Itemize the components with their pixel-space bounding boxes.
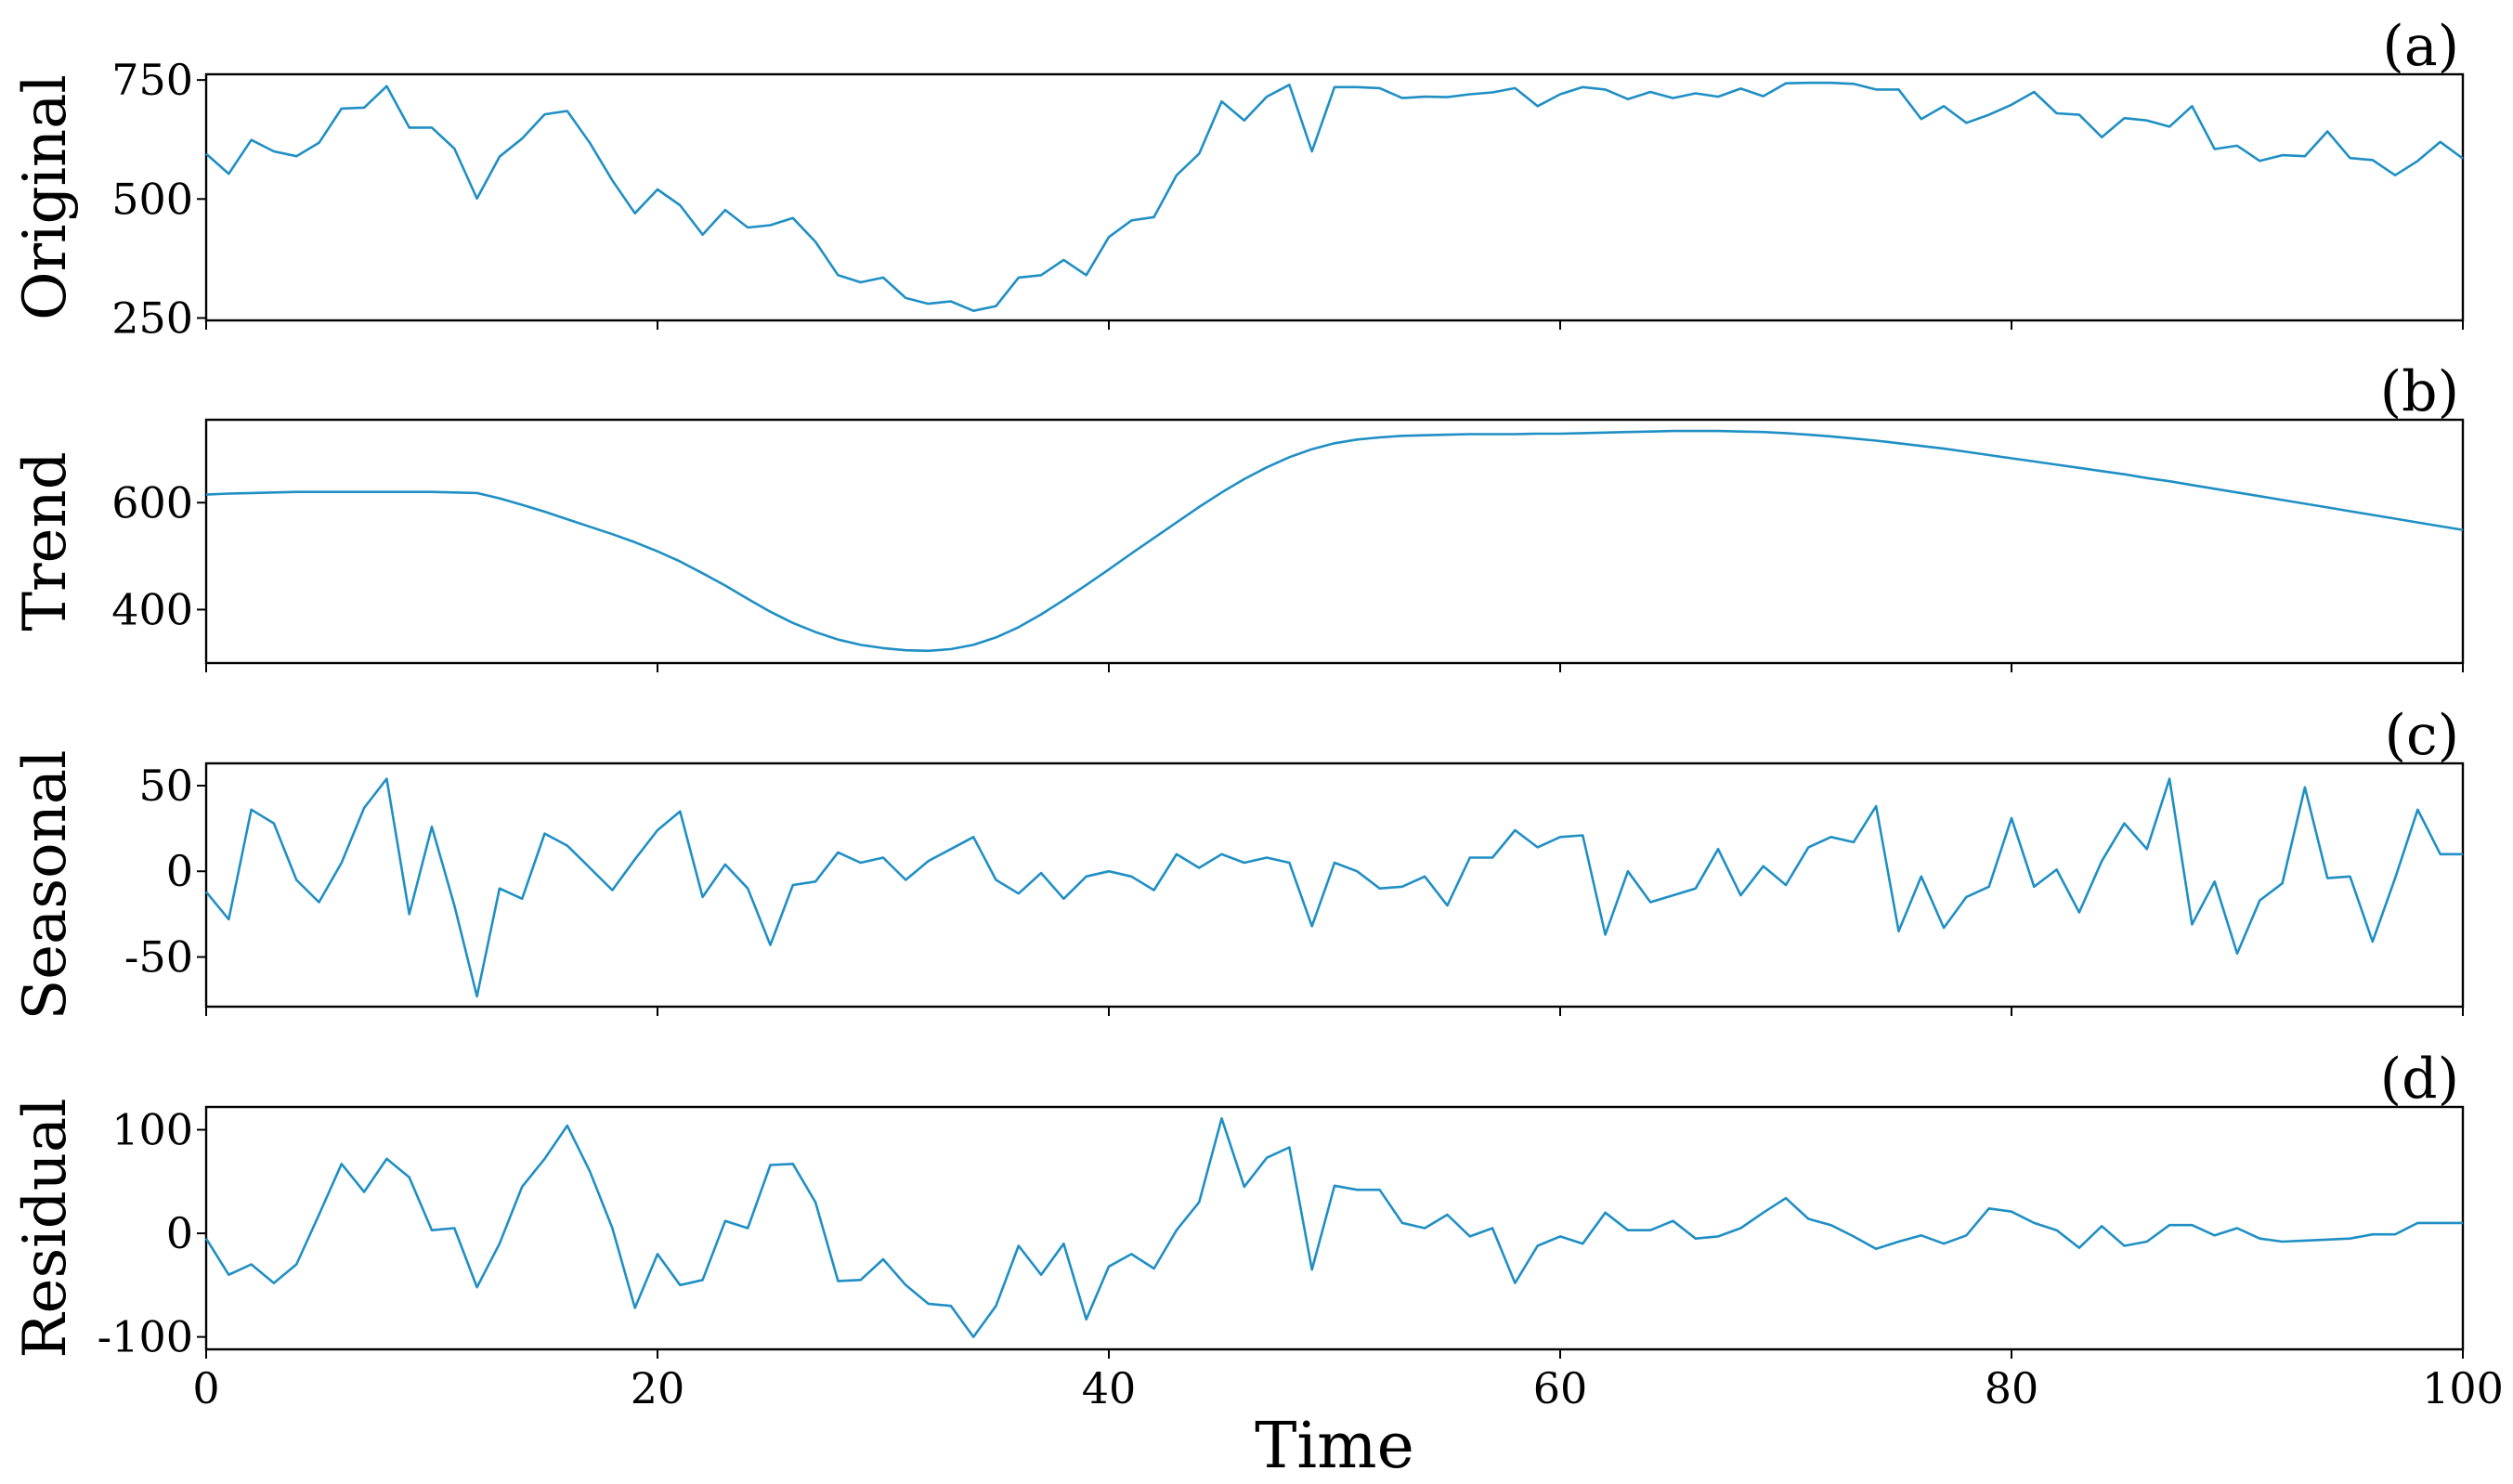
axes-frame [204,1105,2465,1351]
y-tick-label: 500 [111,174,193,224]
x-axis-label: Time [1255,1410,1414,1483]
series-line-residual [204,1117,2463,1338]
y-axis-label: Seasonal [11,749,80,1020]
y-tick-label: 50 [138,761,193,811]
x-tick-label: 40 [1082,1363,1137,1413]
y-tick-label: -100 [98,1312,193,1362]
series-line-original [205,81,2464,313]
x-tick-label: 0 [192,1363,219,1413]
panel-trend: 400 600 Trend (b) [11,359,2465,672]
y-axis-label: Trend [11,451,80,631]
y-tick-label: 400 [111,584,193,634]
y-tick-label: 250 [111,293,193,343]
y-tick-label: 600 [111,477,193,527]
y-tick-label: -50 [124,931,193,982]
x-tick-label: 100 [2422,1363,2504,1413]
panel-tag: (d) [2380,1047,2459,1112]
axes-frame [204,762,2465,1009]
x-tick-label: 20 [631,1363,685,1413]
series-line-seasonal [204,777,2463,998]
chart-panels: 250500750Original(a)400600Trend(b)-50050… [11,14,2504,1413]
panel-tag: (b) [2380,359,2459,424]
y-axis-label: Residual [11,1098,80,1358]
panel-seasonal: -50 0 50 Seasonal (c) [11,703,2465,1021]
y-tick-label: 750 [111,55,193,105]
panel-tag: (c) [2385,703,2459,768]
series-line-trend [205,429,2464,653]
x-tick-label: 60 [1533,1363,1588,1413]
y-tick-label: 100 [111,1105,193,1155]
panel-original: 250 500 750 Original (a) [11,14,2465,343]
axes-frame [204,72,2465,322]
y-axis-label: Original [11,74,80,320]
x-tick-label: 80 [1985,1363,2039,1413]
y-tick-label: 0 [166,846,193,896]
panel-tag: (a) [2382,14,2459,79]
axes-frame [204,418,2465,665]
y-tick-label: 0 [166,1208,193,1258]
